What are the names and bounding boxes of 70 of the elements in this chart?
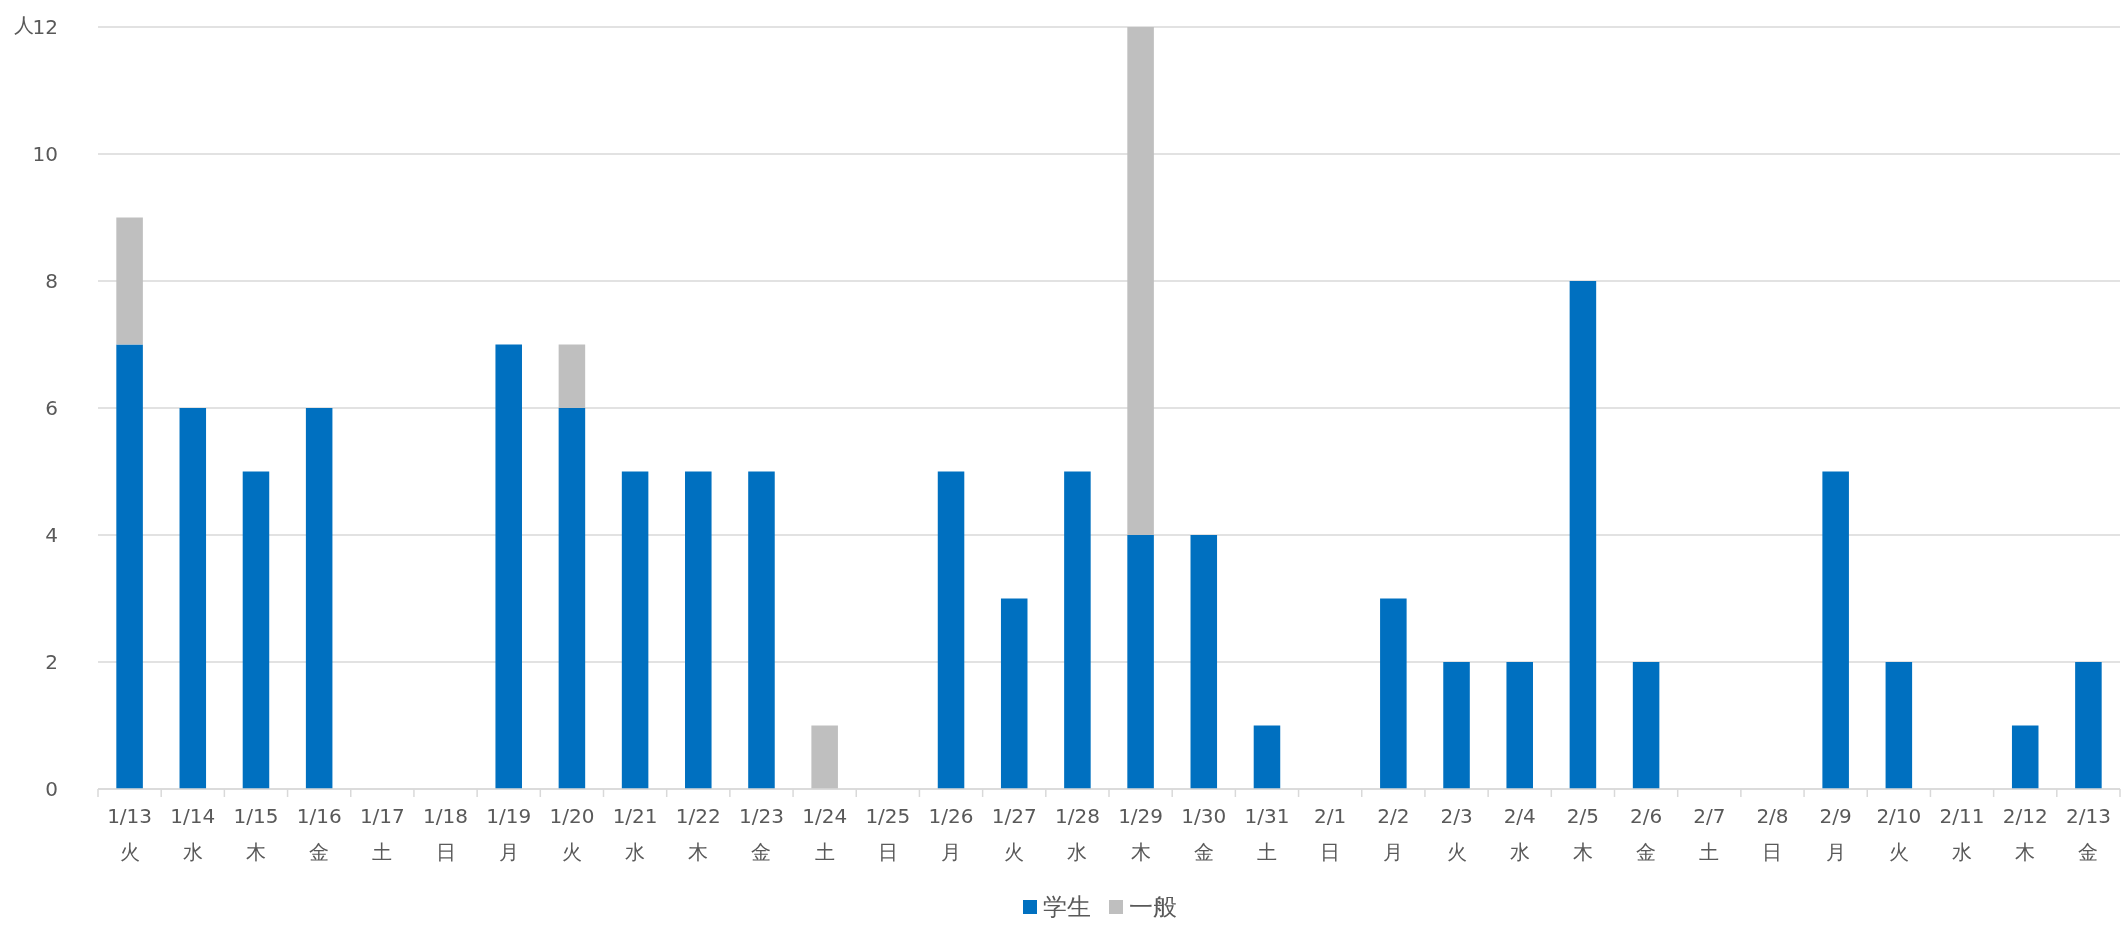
y-tick-label: 12	[32, 15, 58, 39]
bar	[1632, 662, 1660, 789]
x-tick-label: 1/31 土	[1244, 804, 1290, 864]
x-tick-label: 1/15 木	[233, 804, 279, 864]
bar	[1443, 662, 1470, 789]
x-tick-label: 1/14 水	[170, 804, 216, 864]
x-tick-label: 2/13 金	[2065, 804, 2111, 864]
x-tick-label: 1/30 金	[1181, 804, 1227, 864]
x-tick-label: 1/23 金	[739, 804, 784, 864]
bar	[2075, 662, 2102, 789]
bar	[1127, 27, 1154, 535]
x-tick-label: 2/8 日	[1756, 804, 1789, 864]
x-tick-label: 1/19 月	[486, 804, 532, 864]
x-tick-label: 1/26 月	[928, 804, 974, 864]
bar	[1064, 471, 1091, 789]
x-tick-label: 1/25 日	[865, 804, 911, 864]
bar	[558, 344, 586, 408]
x-tick-label: 2/11 水	[1939, 804, 1985, 864]
bar	[621, 471, 649, 789]
x-tick-label: 2/3 火	[1440, 804, 1473, 864]
bar	[1253, 725, 1281, 789]
y-tick-label: 6	[45, 396, 58, 420]
bar	[242, 471, 270, 789]
bar	[179, 408, 207, 789]
bar	[1506, 662, 1533, 789]
x-tick-label: 2/12 木	[2002, 804, 2048, 864]
y-tick-label: 4	[45, 523, 58, 547]
x-tick-label: 2/6 金	[1630, 804, 1663, 864]
bar	[1190, 535, 1218, 789]
x-tick-label: 1/29 木	[1118, 804, 1164, 864]
y-tick-label: 8	[45, 269, 58, 293]
bar	[2011, 725, 2039, 789]
x-tick-label: 2/5 木	[1566, 804, 1599, 864]
x-tick-label: 1/24 土	[802, 804, 848, 864]
legend-label: 学生	[1043, 893, 1091, 921]
legend-label: 一般	[1129, 893, 1177, 921]
x-tick-label: 1/20 火	[549, 804, 595, 864]
x-tick-label: 1/13 火	[107, 804, 153, 864]
x-tick-label: 1/16 金	[296, 804, 342, 864]
x-tick-label: 2/4 水	[1503, 804, 1536, 864]
x-tick-label: 2/2 月	[1377, 804, 1410, 864]
bar	[305, 408, 333, 789]
bar	[937, 471, 965, 789]
bar	[1380, 598, 1407, 789]
bar	[1569, 281, 1597, 789]
x-tick-label: 2/10 火	[1876, 804, 1922, 864]
bar	[811, 725, 838, 789]
y-axis-title: 人	[14, 13, 34, 37]
bar	[1885, 662, 1913, 789]
y-tick-label: 10	[32, 142, 58, 166]
x-tick-label: 1/18 日	[423, 804, 468, 864]
bar	[1127, 535, 1154, 789]
bar	[1822, 471, 1849, 789]
x-tick-label: 1/27 火	[991, 804, 1037, 864]
x-tick-label: 1/28 水	[1054, 804, 1100, 864]
x-tick-label: 1/22 木	[675, 804, 721, 864]
x-tick-label: 2/1 日	[1314, 804, 1347, 864]
bar	[116, 217, 143, 345]
bar	[1000, 598, 1028, 789]
y-tick-label: 0	[45, 777, 58, 801]
bar	[685, 471, 712, 789]
x-tick-label: 1/17 土	[359, 804, 405, 864]
x-tick-label: 1/21 水	[612, 804, 658, 864]
bar	[748, 471, 775, 789]
y-tick-label: 2	[45, 650, 58, 674]
x-tick-label: 2/9 月	[1819, 804, 1852, 864]
bar	[558, 408, 586, 789]
bar	[495, 344, 522, 789]
x-tick-label: 2/7 土	[1693, 804, 1726, 864]
bar	[116, 344, 143, 789]
